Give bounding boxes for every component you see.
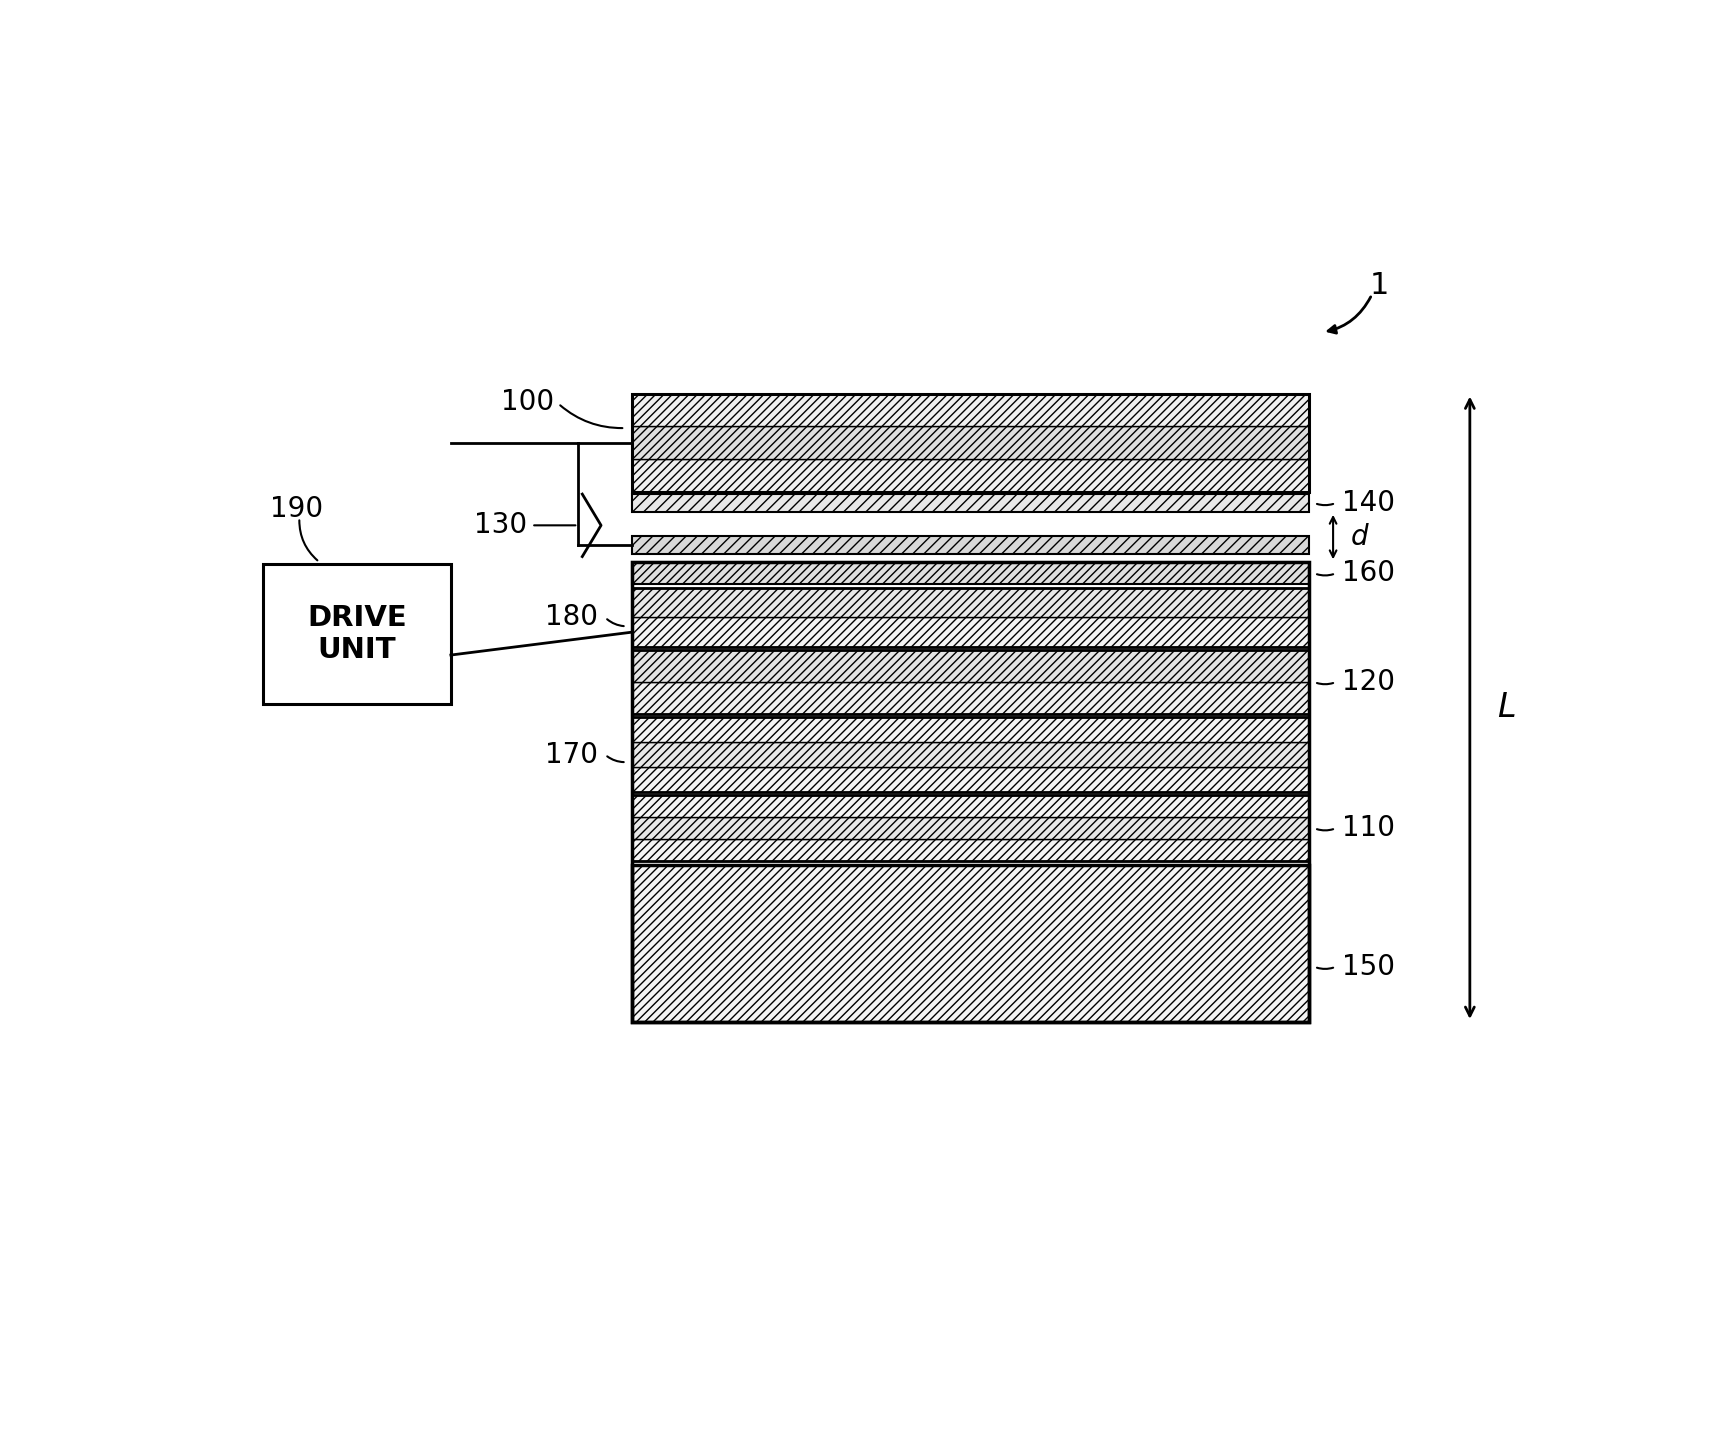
Bar: [631, 767, 1310, 793]
Text: d: d: [1351, 523, 1368, 551]
Text: 100: 100: [502, 387, 554, 416]
Bar: [631, 494, 1310, 511]
Bar: [631, 617, 1310, 646]
Text: 110: 110: [1342, 814, 1396, 842]
Bar: [631, 394, 1310, 491]
Text: L: L: [1496, 691, 1515, 724]
Bar: [631, 651, 1310, 714]
Bar: [631, 839, 1310, 861]
Bar: [631, 717, 1310, 742]
Bar: [631, 865, 1310, 1022]
Bar: [631, 717, 1310, 793]
Bar: [631, 562, 1310, 1022]
Text: 170: 170: [545, 740, 599, 768]
Bar: [631, 588, 1310, 617]
Bar: [631, 459, 1310, 491]
Bar: [631, 817, 1310, 839]
Text: 1: 1: [1370, 271, 1389, 300]
Bar: [263, 564, 452, 704]
Bar: [631, 536, 1310, 555]
Text: 130: 130: [474, 511, 528, 539]
Text: 180: 180: [545, 603, 599, 632]
Bar: [631, 562, 1310, 584]
Text: DRIVE
UNIT: DRIVE UNIT: [308, 604, 407, 664]
Bar: [631, 426, 1310, 459]
Bar: [631, 742, 1310, 767]
Bar: [631, 651, 1310, 682]
Bar: [631, 796, 1310, 817]
Bar: [631, 682, 1310, 714]
Text: 160: 160: [1342, 559, 1396, 587]
Bar: [631, 394, 1310, 426]
Text: 150: 150: [1342, 953, 1396, 981]
Bar: [631, 588, 1310, 646]
Text: 190: 190: [270, 494, 324, 523]
Text: 140: 140: [1342, 488, 1396, 517]
Bar: [631, 796, 1310, 861]
Text: 120: 120: [1342, 668, 1396, 696]
